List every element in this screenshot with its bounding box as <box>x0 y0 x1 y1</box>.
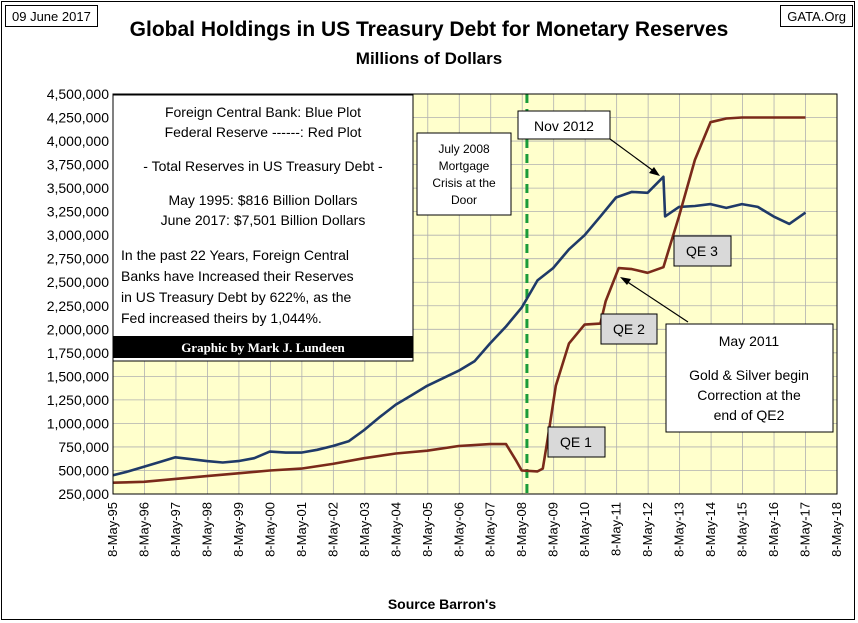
label-qe-3-text: QE 3 <box>686 243 718 259</box>
x-tick-label: 8-May-14 <box>703 502 718 557</box>
x-tick-label: 8-May-00 <box>262 502 277 557</box>
x-tick-label: 8-May-95 <box>105 502 120 557</box>
legend-box: Foreign Central Bank: Blue Plot Federal … <box>112 94 414 362</box>
series-line-foreign <box>112 175 807 477</box>
y-tick-label: 2,000,000 <box>47 321 109 337</box>
credit-bar <box>113 336 413 358</box>
annotation-nov-2012-box <box>517 110 611 140</box>
annotation-july-2008-line-1: July 2008 <box>438 142 490 156</box>
y-tick-label: 4,000,000 <box>47 133 109 149</box>
annotation-may-2011-arrow <box>625 280 689 323</box>
y-tick-label: 750,000 <box>58 439 109 455</box>
x-tick-label: 8-May-96 <box>136 502 151 557</box>
y-tick-labels: 250,000 500,000 750,000 1,000,000 1,250,000 1… <box>47 86 110 502</box>
annotation-may-2011: May 2011 Gold & Silver begin Correction … <box>620 277 834 433</box>
x-tick-label: 8-May-97 <box>168 502 183 557</box>
credit-text: Graphic by Mark J. Lundeen <box>181 340 345 355</box>
annotation-july-2008-line-4: Door <box>451 193 477 207</box>
y-tick-label: 1,750,000 <box>47 345 109 361</box>
series-line-fed <box>112 116 806 484</box>
legend-para-2: Banks have Increased their Reserves <box>121 268 354 284</box>
x-tick-label: 8-May-13 <box>672 502 687 557</box>
chart-title: Global Holdings in US Treasury Debt for … <box>129 18 729 41</box>
label-qe-2-text: QE 2 <box>613 321 645 337</box>
annotation-may-2011-line-2: Gold & Silver begin <box>689 367 809 383</box>
label-qe-2-box <box>600 313 658 345</box>
x-tick-label: 8-May-07 <box>483 502 498 557</box>
x-tick-label: 8-May-01 <box>294 502 309 557</box>
y-tick-label: 2,750,000 <box>47 251 109 267</box>
x-tick-label: 8-May-08 <box>514 502 529 557</box>
legend-background <box>112 94 414 362</box>
annotation-may-2011-box <box>665 323 834 433</box>
annotation-july-2008: July 2008 Mortgage Crisis at the Door <box>416 132 512 216</box>
annotation-may-2011-arrowhead <box>620 277 631 285</box>
annotation-july-2008-line-2: Mortgage <box>439 159 490 173</box>
label-qe-2: QE 2 <box>600 313 658 345</box>
y-tick-label: 1,500,000 <box>47 368 109 384</box>
label-qe-1: QE 1 <box>547 426 606 458</box>
y-tick-label: 3,000,000 <box>47 227 109 243</box>
x-tick-labels: 8-May-95 8-May-96 8-May-97 8-May-98 8-May-99… <box>105 502 844 557</box>
date-tag-text: 09 June 2017 <box>12 9 91 24</box>
x-tick-label: 8-May-15 <box>735 502 750 557</box>
annotation-may-2011-line-3: Correction at the <box>697 387 801 403</box>
x-tick-label: 8-May-17 <box>798 502 813 557</box>
legend-line-1: Foreign Central Bank: Blue Plot <box>165 104 361 120</box>
y-tick-label: 250,000 <box>58 486 109 502</box>
legend-line-3: - Total Reserves in US Treasury Debt - <box>143 158 383 174</box>
chart-subtitle: Millions of Dollars <box>355 49 503 68</box>
annotation-july-2008-box <box>416 132 512 216</box>
x-tick-label: 8-May-05 <box>420 502 435 557</box>
annotation-may-2011-line-4: end of QE2 <box>714 407 785 423</box>
y-tick-label: 4,500,000 <box>47 86 109 102</box>
label-qe-1-box <box>547 426 606 458</box>
y-tick-label: 1,000,000 <box>47 415 109 431</box>
x-tick-label: 8-May-18 <box>829 502 844 557</box>
legend-para-1: In the past 22 Years, Foreign Central <box>121 247 349 263</box>
y-tick-label: 2,500,000 <box>47 274 109 290</box>
label-qe-3-box <box>673 235 732 267</box>
x-tick-label: 8-May-09 <box>546 502 561 557</box>
legend-para-3: in US Treasury Debt by 622%, as the <box>121 289 352 305</box>
date-tag: 09 June 2017 <box>5 5 98 27</box>
x-tick-label: 8-May-16 <box>766 502 781 557</box>
y-tick-label: 3,750,000 <box>47 157 109 173</box>
x-tick-label: 8-May-10 <box>577 502 592 557</box>
x-tick-label: 8-May-02 <box>325 502 340 557</box>
y-tick-label: 3,250,000 <box>47 204 109 220</box>
legend-line-2: Federal Reserve ------: Red Plot <box>165 124 362 140</box>
y-tick-label: 500,000 <box>58 462 109 478</box>
label-qe-1-text: QE 1 <box>560 434 592 450</box>
x-tick-label: 8-May-98 <box>199 502 214 557</box>
legend-line-4: May 1995: $816 Billion Dollars <box>168 192 357 208</box>
y-tick-label: 2,250,000 <box>47 298 109 314</box>
y-tick-label: 4,250,000 <box>47 110 109 126</box>
source-tag-text: GATA.Org <box>787 9 846 24</box>
x-tick-label: 8-May-03 <box>357 502 372 557</box>
x-tick-label: 8-May-06 <box>451 502 466 557</box>
x-axis-label: Source Barron's <box>388 596 497 612</box>
legend-line-5: June 2017: $7,501 Billion Dollars <box>161 212 366 228</box>
annotation-nov-2012-arrowhead <box>649 167 660 176</box>
x-tick-label: 8-May-11 <box>609 502 624 556</box>
annotation-nov-2012-text: Nov 2012 <box>534 118 594 134</box>
annotation-may-2011-line-1: May 2011 <box>719 333 780 349</box>
y-tick-label: 1,250,000 <box>47 392 109 408</box>
x-tick-label: 8-May-12 <box>640 502 655 557</box>
label-qe-3: QE 3 <box>673 235 732 267</box>
annotation-nov-2012-arrow <box>609 138 656 173</box>
legend-para-4: Fed increased theirs by 1,044%. <box>121 310 322 326</box>
annotation-nov-2012: Nov 2012 <box>517 110 660 176</box>
y-tick-label: 3,500,000 <box>47 180 109 196</box>
x-tick-label: 8-May-04 <box>388 502 403 557</box>
x-tick-label: 8-May-99 <box>231 502 246 557</box>
annotation-july-2008-line-3: Crisis at the <box>432 176 496 190</box>
source-tag: GATA.Org <box>780 5 853 27</box>
